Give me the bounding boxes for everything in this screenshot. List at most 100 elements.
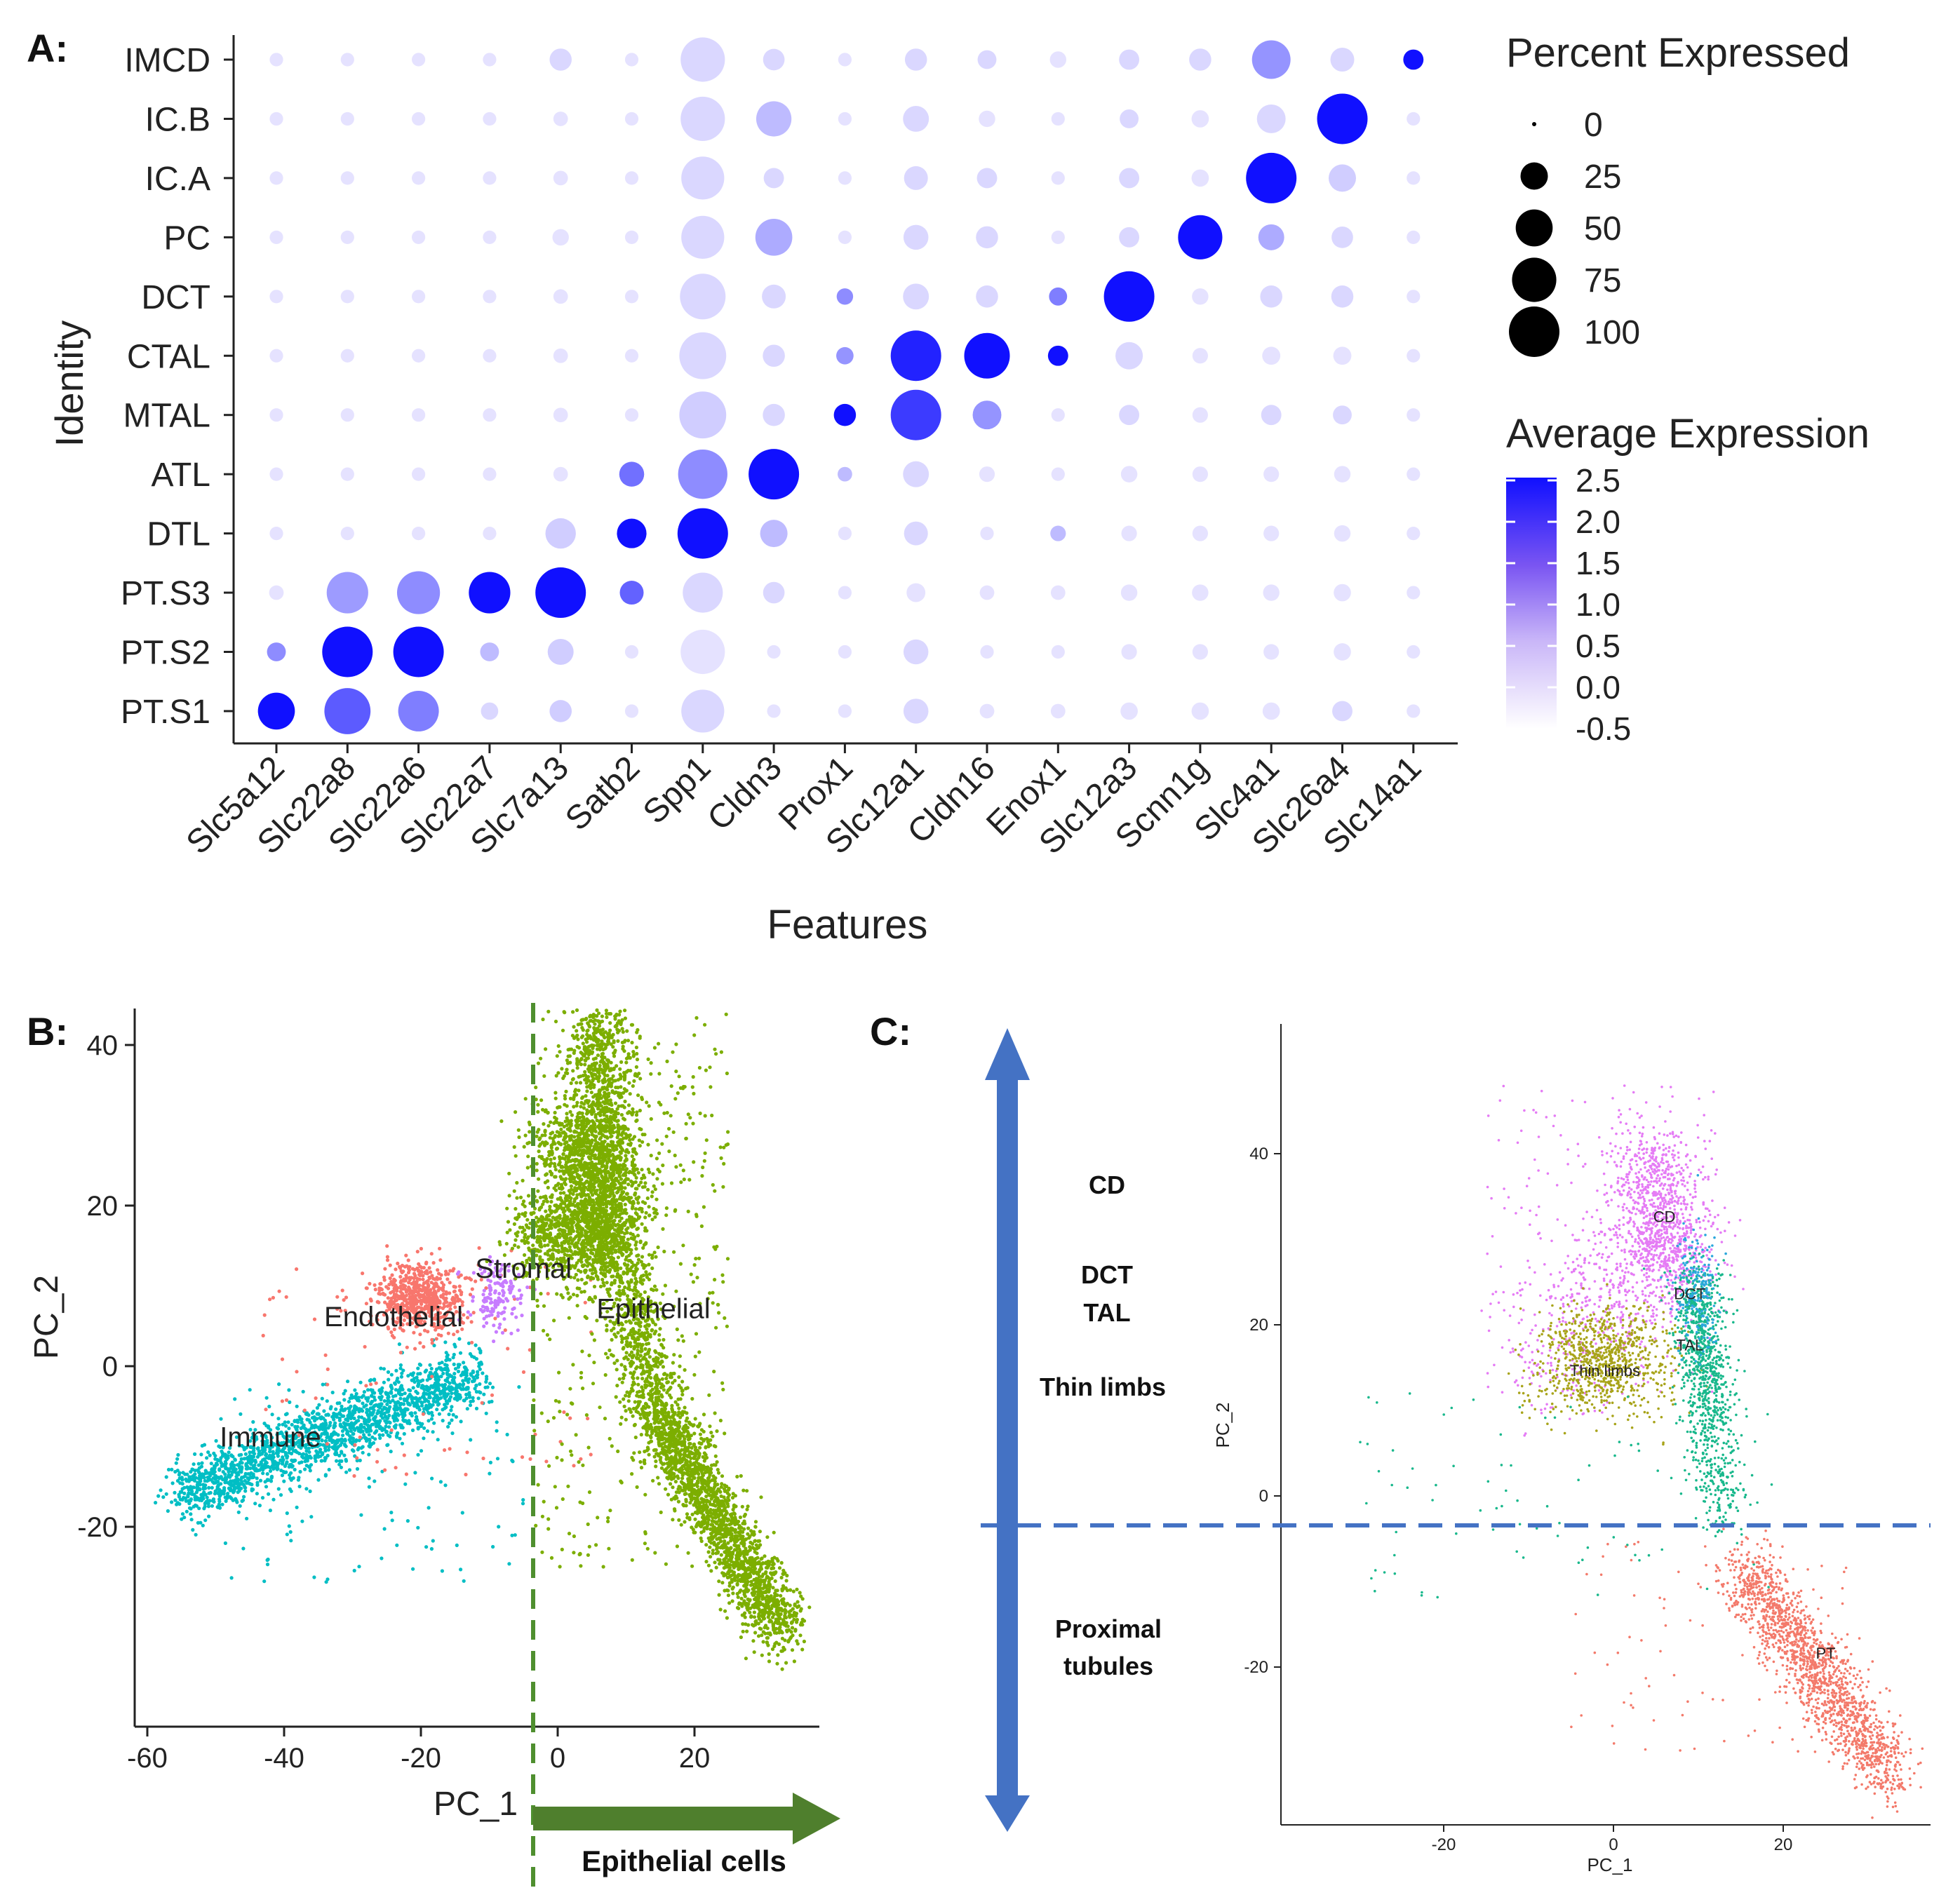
point-epithelial xyxy=(589,1225,593,1229)
point-immune xyxy=(257,1504,262,1508)
point-epithelial xyxy=(661,1227,665,1231)
point-epithelial xyxy=(568,1237,572,1241)
dot-Prox1-DCT xyxy=(836,288,854,305)
point-immune xyxy=(398,1363,403,1368)
point-immune xyxy=(412,1380,417,1384)
point-endothelial xyxy=(469,1278,474,1282)
point-immune xyxy=(170,1481,175,1485)
point-epithelial xyxy=(626,1127,630,1131)
point-epithelial xyxy=(577,1088,581,1093)
dot-Slc12a1-MTAL xyxy=(890,389,941,440)
point-endothelial xyxy=(390,1281,395,1286)
dot-Enox1-ATL xyxy=(1051,467,1065,481)
point-epithelial xyxy=(637,1207,641,1211)
point-epithelial xyxy=(515,1196,519,1200)
point-endothelial xyxy=(454,1293,458,1297)
point-immune xyxy=(332,1446,336,1451)
point-epithelial xyxy=(536,1219,540,1223)
point-epithelial xyxy=(627,1081,631,1085)
point-immune xyxy=(154,1501,158,1505)
dot-Slc22a8-IC.A xyxy=(340,171,354,185)
dot-Slc14a1-DTL xyxy=(1407,527,1421,541)
point-epithelial xyxy=(598,1063,602,1068)
point-immune xyxy=(212,1451,216,1455)
point-immune xyxy=(267,1492,271,1496)
point-immune xyxy=(288,1487,292,1491)
point-epithelial xyxy=(578,1081,583,1085)
point-epithelial xyxy=(603,1234,608,1239)
point-immune xyxy=(477,1390,481,1394)
color-legend-label: 1.0 xyxy=(1576,586,1620,623)
point-immune xyxy=(189,1470,193,1474)
point-immune xyxy=(205,1495,209,1499)
point-stromal xyxy=(514,1315,518,1319)
point-immune xyxy=(170,1467,174,1471)
point-immune xyxy=(465,1378,469,1382)
point-immune xyxy=(356,1448,360,1452)
point-stromal xyxy=(471,1295,475,1299)
point-epithelial xyxy=(611,1045,615,1049)
point-immune xyxy=(478,1367,482,1371)
point-immune xyxy=(180,1497,184,1502)
point-epithelial xyxy=(516,1245,521,1249)
point-epithelial xyxy=(631,1204,635,1209)
point-epithelial xyxy=(583,1229,588,1233)
point-endothelial xyxy=(383,1468,387,1472)
point-immune xyxy=(316,1478,321,1482)
dot-Slc5a12-PT.S2 xyxy=(267,642,286,661)
point-immune xyxy=(287,1524,291,1528)
point-immune xyxy=(443,1403,447,1407)
point-epithelial xyxy=(595,1236,599,1240)
point-immune xyxy=(444,1351,448,1355)
dot-Satb2-DCT xyxy=(624,290,639,304)
point-endothelial xyxy=(400,1296,404,1300)
dot-Prox1-PT.S1 xyxy=(838,704,852,718)
point-immune xyxy=(396,1413,401,1417)
color-legend-label: -0.5 xyxy=(1576,710,1631,747)
dot-Slc26a4-PT.S3 xyxy=(1334,584,1351,602)
point-epithelial xyxy=(656,1245,660,1250)
point-immune xyxy=(460,1511,464,1515)
point-epithelial xyxy=(598,1137,602,1141)
point-immune xyxy=(378,1405,382,1410)
point-immune xyxy=(220,1464,224,1469)
point-immune xyxy=(242,1457,246,1461)
point-immune xyxy=(368,1406,373,1410)
point-stromal xyxy=(481,1304,485,1309)
dot-Cldn3-MTAL xyxy=(763,403,785,426)
point-immune xyxy=(382,1405,387,1410)
point-immune xyxy=(408,1389,412,1393)
dot-Slc12a1-PC xyxy=(903,224,929,250)
point-immune xyxy=(386,1398,390,1403)
point-epithelial xyxy=(579,1057,584,1061)
point-immune xyxy=(208,1453,212,1457)
point-stromal xyxy=(488,1283,492,1288)
point-stromal xyxy=(503,1306,507,1310)
point-immune xyxy=(248,1388,252,1392)
point-epithelial xyxy=(508,1228,512,1232)
point-immune xyxy=(254,1460,258,1464)
dot-Slc22a6-IMCD xyxy=(412,53,426,67)
point-immune xyxy=(372,1398,377,1402)
color-legend-title: Average Expression xyxy=(1506,411,1870,457)
point-endothelial xyxy=(429,1252,434,1256)
point-endothelial xyxy=(429,1270,433,1274)
point-immune xyxy=(228,1475,232,1479)
point-stromal xyxy=(490,1307,495,1311)
dot-Slc22a7-ATL xyxy=(483,467,497,481)
point-immune xyxy=(447,1412,451,1417)
point-immune xyxy=(335,1459,339,1463)
point-immune xyxy=(265,1563,270,1567)
point-endothelial xyxy=(434,1281,438,1286)
dot-Scnn1g-ATL xyxy=(1192,466,1208,483)
point-immune xyxy=(242,1484,246,1488)
point-epithelial xyxy=(553,1203,557,1208)
point-epithelial xyxy=(548,1208,552,1212)
point-endothelial xyxy=(375,1448,380,1452)
point-immune xyxy=(191,1527,195,1532)
point-immune xyxy=(446,1424,450,1429)
point-immune xyxy=(223,1541,227,1545)
point-stromal xyxy=(481,1293,485,1297)
point-epithelial xyxy=(581,1074,585,1078)
point-immune xyxy=(484,1411,488,1415)
